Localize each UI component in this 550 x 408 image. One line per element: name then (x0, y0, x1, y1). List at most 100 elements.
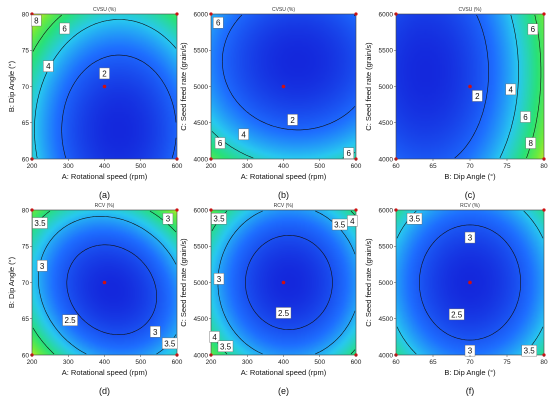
contour-label: 3.5 (334, 221, 346, 230)
contour-label: 4 (350, 217, 355, 226)
contour-label-box (59, 22, 70, 35)
design-point (354, 12, 358, 16)
contour-line (32, 14, 62, 52)
contour-label-box (211, 212, 227, 225)
contour-label: 3.5 (34, 219, 46, 228)
x-axis-label: B: Dip Angle (°) (444, 172, 496, 181)
y-tick-label: 6000 (379, 207, 394, 214)
center-point (281, 280, 286, 285)
x-tick-label: 500 (135, 359, 146, 366)
contour-line (245, 235, 333, 330)
y-axis-label: B: Dip Angle (°) (7, 60, 16, 112)
x-axis-label: B: Dip Angle (°) (444, 368, 496, 377)
contour-label-box (521, 344, 537, 357)
contour-label: 3 (468, 234, 473, 243)
x-axis-label: A: Rotational speed (rpm) (62, 172, 148, 181)
contour-line (66, 244, 157, 335)
contour-line (38, 216, 177, 355)
panel-label: (d) (99, 386, 110, 396)
x-tick-label: 80 (540, 163, 548, 170)
y-axis-label: C: Seed feed rate (grain/s) (364, 238, 373, 327)
contour-label-box (36, 260, 48, 272)
x-tick-label: 600 (351, 163, 362, 170)
contour-label: 3 (40, 262, 45, 271)
y-tick-label: 4000 (194, 352, 209, 359)
y-tick-label: 60 (22, 352, 30, 359)
x-tick-label: 500 (135, 163, 146, 170)
center-point (102, 280, 107, 285)
contour-label: 3.5 (409, 215, 421, 224)
contour-label-box (99, 67, 110, 80)
x-tick-label: 400 (99, 163, 110, 170)
panel-label: (a) (99, 190, 110, 200)
contour-label: 6 (347, 149, 352, 158)
contour-label: 6 (531, 25, 536, 34)
contour-label: 6 (216, 19, 221, 28)
contour-label-box (525, 137, 536, 149)
contour-label-box (527, 23, 539, 35)
x-tick-label: 70 (466, 359, 474, 366)
x-tick-label: 400 (278, 163, 289, 170)
contour-label: 2 (290, 116, 295, 125)
panel-title: CVSU (%) (93, 7, 116, 13)
y-tick-label: 80 (22, 11, 30, 18)
contour-label: 3.5 (524, 347, 536, 356)
y-axis-label: C: Seed feed rate (grain/s) (179, 42, 188, 131)
contour-line (61, 54, 177, 159)
contour-label-box (32, 217, 48, 229)
y-tick-label: 80 (22, 207, 30, 214)
contour-label-box (62, 314, 78, 326)
contour-label: 2.5 (278, 309, 290, 318)
x-tick-label: 60 (392, 359, 400, 366)
panel-label: (e) (278, 386, 289, 396)
panel-title: CVSU (%) (458, 7, 481, 13)
x-tick-label: 600 (172, 359, 183, 366)
x-tick-label: 65 (429, 163, 437, 170)
panel-title: RCV (%) (460, 203, 480, 209)
contour-label-box (275, 307, 292, 319)
x-tick-label: 80 (540, 359, 548, 366)
contour-label: 3.5 (220, 342, 232, 351)
contour-label: 3 (217, 275, 222, 284)
x-tick-label: 60 (392, 163, 400, 170)
x-tick-label: 75 (503, 359, 511, 366)
design-point (354, 208, 358, 212)
design-point (175, 208, 179, 212)
panel-title: RCV (%) (95, 203, 115, 209)
x-tick-label: 300 (242, 359, 253, 366)
x-tick-label: 300 (63, 359, 74, 366)
contour-label: 3 (166, 215, 171, 224)
x-tick-label: 300 (242, 163, 253, 170)
x-tick-label: 600 (172, 163, 183, 170)
contour-line (217, 210, 356, 355)
x-axis-label: A: Rotational speed (rpm) (62, 368, 148, 377)
contour-label: 3.5 (164, 339, 176, 348)
y-tick-label: 5500 (379, 244, 394, 251)
contour-label: 4 (212, 333, 217, 342)
center-point (468, 280, 472, 285)
contour-label: 8 (528, 139, 533, 148)
y-tick-label: 70 (22, 84, 30, 91)
y-axis-label: C: Seed feed rate (grain/s) (179, 238, 188, 327)
contour-label-box (448, 308, 465, 321)
x-tick-label: 65 (429, 359, 437, 366)
x-tick-label: 75 (503, 163, 511, 170)
design-point (175, 12, 179, 16)
x-tick-label: 300 (63, 163, 74, 170)
contour-label: 2 (102, 69, 107, 78)
y-tick-label: 60 (22, 156, 30, 163)
design-point (542, 208, 546, 212)
center-point (281, 84, 286, 89)
y-tick-label: 65 (22, 316, 30, 323)
contour-label: 3 (468, 347, 473, 356)
contour-label-box (406, 212, 423, 225)
contour-label-box (214, 137, 226, 149)
panel-title: RCV (%) (274, 203, 294, 209)
design-point (542, 12, 546, 16)
contour-label: 2 (475, 92, 480, 101)
y-tick-label: 5500 (194, 48, 209, 55)
contour-label-box (505, 83, 516, 96)
contour-label-box (162, 337, 178, 350)
contour-label-box (162, 212, 174, 225)
